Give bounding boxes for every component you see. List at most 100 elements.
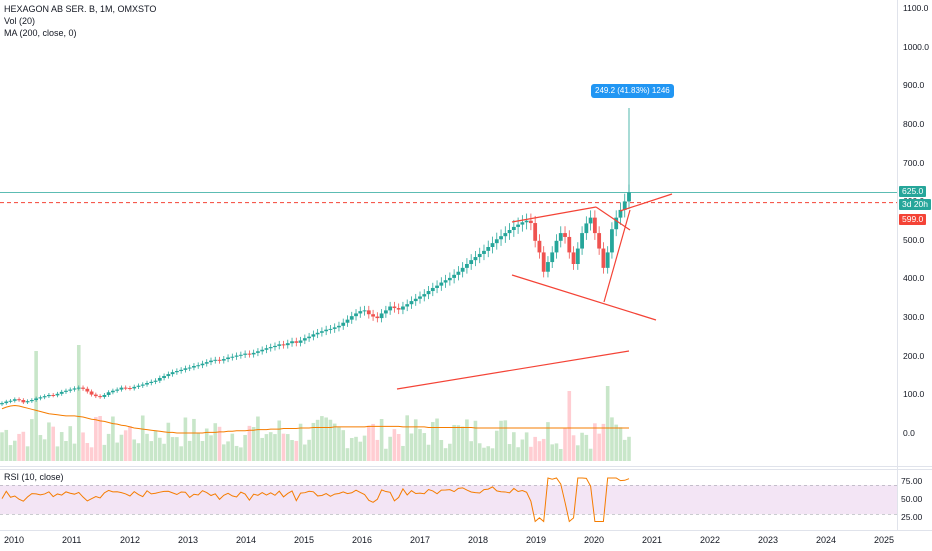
candle-body: [563, 233, 567, 237]
volume-bar: [59, 432, 64, 461]
volume-bar: [324, 417, 328, 461]
candle-body: [76, 387, 81, 389]
candle-body: [247, 353, 252, 355]
volume-bar: [175, 437, 179, 461]
volume-bar: [128, 426, 132, 461]
candle-body: [541, 252, 546, 272]
candle-body: [256, 351, 260, 353]
candle-body: [153, 380, 158, 382]
volume-bar: [349, 437, 354, 461]
candle-body: [430, 287, 435, 292]
volume-bar: [89, 447, 94, 461]
volume-bar: [256, 416, 260, 461]
time-tick-label: 2023: [758, 535, 779, 545]
volume-bar: [0, 432, 4, 461]
volume-bar: [251, 427, 256, 461]
price-chart-pane[interactable]: [0, 0, 897, 466]
candle-body: [567, 236, 572, 253]
volume-bar: [426, 444, 431, 461]
volume-bar: [170, 437, 175, 461]
price-tick-label: 100.0: [903, 389, 925, 400]
candle-body: [371, 314, 375, 317]
volume-bar: [153, 430, 158, 461]
volume-bar: [140, 415, 145, 461]
candle-body: [486, 247, 491, 251]
candle-body: [528, 220, 533, 224]
candle-body: [64, 390, 68, 392]
volume-bar: [132, 439, 137, 461]
volume-bar: [196, 432, 201, 461]
volume-bar: [610, 417, 614, 461]
candle-body: [102, 394, 107, 397]
price-tick-label: 800.0: [903, 118, 925, 129]
ma-line: [1, 404, 629, 434]
volume-bar: [21, 431, 26, 461]
candle-body: [302, 338, 307, 341]
candle-body: [337, 325, 341, 328]
volume-bar: [627, 436, 631, 461]
candle-body: [405, 304, 410, 307]
volume-bar: [533, 436, 537, 461]
candle-body: [187, 367, 192, 369]
price-scale[interactable]: 1100.01000.0900.0800.0700.0600.0500.0400…: [897, 0, 932, 466]
candle-body: [106, 392, 111, 395]
candle-body: [580, 233, 584, 249]
candle-body: [145, 383, 149, 385]
volume-bar: [72, 443, 77, 461]
candle-body: [388, 306, 393, 311]
time-tick-label: 2015: [294, 535, 315, 545]
volume-bar: [328, 419, 333, 461]
rsi-pane[interactable]: [0, 470, 897, 528]
price-chart-svg[interactable]: [0, 0, 897, 466]
candle-body: [268, 347, 273, 349]
price-tick-label: 300.0: [903, 312, 925, 323]
candle-body: [38, 397, 43, 399]
candle-body: [418, 296, 422, 299]
rsi-legend[interactable]: RSI (10, close): [4, 472, 64, 482]
rsi-chart-svg[interactable]: [0, 470, 897, 528]
volume-bar: [550, 444, 555, 461]
candle-body: [622, 201, 627, 210]
candle-body: [119, 387, 124, 390]
volume-bar: [247, 425, 252, 461]
volume-bar: [499, 420, 503, 461]
volume-bar: [362, 435, 367, 461]
symbol-legend[interactable]: HEXAGON AB SER. B, 1M, OMXSTO: [4, 4, 157, 14]
candle-body: [537, 240, 542, 253]
candle-body: [558, 233, 563, 241]
volume-bar: [482, 447, 486, 461]
candle-body: [307, 336, 312, 339]
volume-bar: [303, 444, 307, 461]
volume-bar: [601, 423, 606, 461]
volume-bar: [507, 444, 512, 461]
volume-legend[interactable]: Vol (20): [4, 16, 36, 26]
volume-bar: [76, 345, 81, 461]
price-tick-label: 0.0: [903, 428, 915, 438]
volume-bar: [111, 416, 115, 461]
candle-body: [584, 223, 589, 234]
candle-body: [332, 327, 337, 329]
volume-bar: [435, 418, 439, 461]
volume-bar: [405, 415, 410, 461]
candle-body: [166, 374, 171, 377]
candle-body: [592, 217, 597, 234]
volume-bar: [281, 433, 286, 461]
pane-separator[interactable]: [0, 466, 932, 467]
measure-callout[interactable]: 249.2 (41.83%) 1246: [591, 84, 674, 98]
candle-body: [85, 388, 90, 392]
volume-bar: [145, 433, 149, 461]
candle-body: [192, 366, 196, 368]
volume-bar: [25, 446, 30, 461]
last-price-tag: 625.0: [899, 186, 927, 197]
candle-body: [469, 260, 474, 264]
candle-body: [251, 352, 256, 355]
volume-bar: [558, 448, 563, 461]
volume-bar: [597, 433, 601, 461]
rsi-tick-label: 25.00: [901, 511, 923, 522]
price-tick-label: 700.0: [903, 157, 925, 168]
rsi-scale[interactable]: 75.00 50.00 25.00: [897, 470, 932, 528]
volume-bar: [221, 444, 226, 461]
volume-bar: [413, 419, 418, 461]
time-axis[interactable]: 2010 2011 2012 2013 2014 2015 2016 2017 2018 2019…: [0, 530, 932, 551]
ma-legend[interactable]: MA (200, close, 0): [4, 28, 77, 38]
